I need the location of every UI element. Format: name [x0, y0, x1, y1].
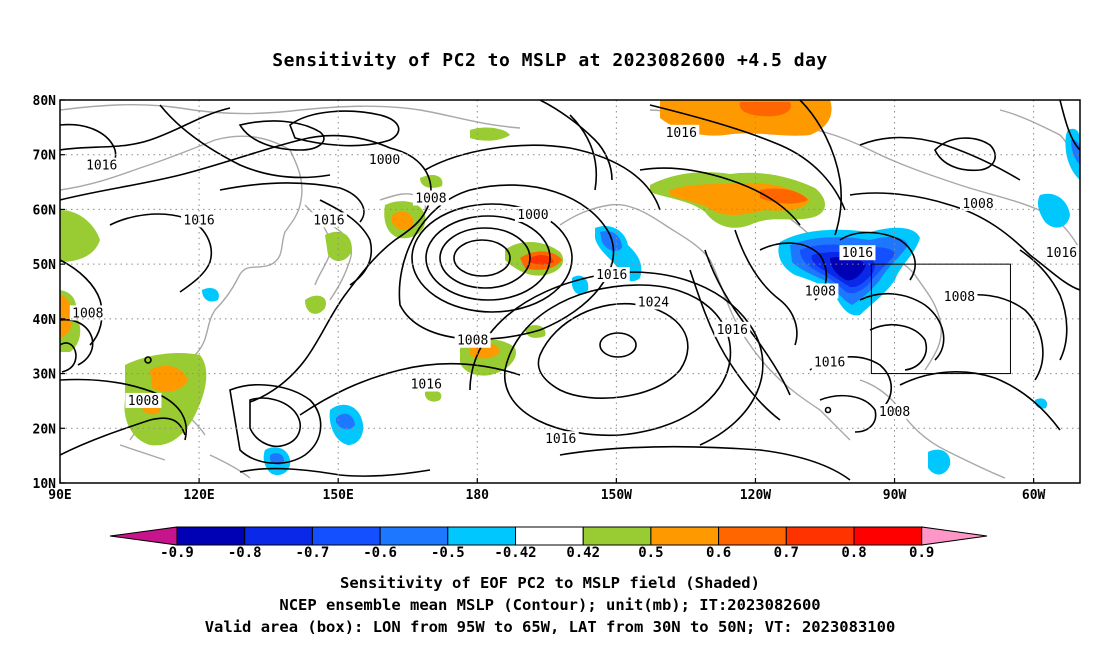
colorbar-label: 0.9 — [909, 545, 934, 561]
contour-label-bg — [811, 354, 848, 370]
contour-label: 1016 — [183, 213, 214, 228]
axis-labels: 90E 120E 150E 180 150W 120W 90W 60W 80N 70N 60N 50N… — [33, 94, 1046, 503]
contour-label-bg — [514, 206, 551, 222]
colorbar-swatch — [176, 526, 246, 546]
contour-label-bg — [454, 332, 491, 348]
contour-label: 1016 — [545, 432, 576, 447]
map-frame — [59, 99, 1081, 484]
colorbar-swatch — [785, 526, 855, 546]
contour-label-bg — [714, 321, 751, 337]
contour-label-bg — [181, 212, 218, 228]
lat-tick-label: 30N — [33, 368, 57, 383]
lon-tick-label: 90W — [883, 488, 907, 503]
colorbar-label: -0.5 — [431, 545, 465, 561]
caption-line-3: Valid area (box): LON from 95W to 65W, L… — [204, 618, 896, 636]
lon-tick-label: 150E — [323, 488, 354, 503]
contour-labels: 1016 1016 1008 1008 1016 1000 1008 1000 1016 1008… — [69, 124, 1080, 447]
colorbar-high-triangle — [921, 526, 988, 546]
contour-label: 1000 — [369, 153, 400, 168]
contour-label: 1008 — [457, 334, 488, 349]
contour-label: 1008 — [944, 290, 975, 305]
lon-tick-label: 150W — [601, 488, 632, 503]
colorbar-swatch — [244, 526, 313, 546]
colorbar-swatch — [582, 526, 652, 546]
lon-tick-label: 180 — [466, 488, 490, 503]
figure-caption: Sensitivity of EOF PC2 to MSLP field (Sh… — [0, 572, 1100, 638]
colorbar-swatch — [650, 526, 720, 546]
map-title: Sensitivity of PC2 to MSLP at 2023082600… — [272, 50, 828, 71]
contour-label-bg — [542, 431, 579, 447]
contour-label-bg — [635, 294, 672, 310]
contour-label-bg — [408, 376, 445, 392]
contour-label-bg — [83, 157, 120, 173]
colorbar-swatch — [379, 526, 449, 546]
contour-label: 1008 — [962, 197, 993, 212]
caption-line-1: Sensitivity of EOF PC2 to MSLP field (Sh… — [340, 574, 760, 592]
colorbar-label: 0.8 — [841, 545, 866, 561]
contour-label-bg — [366, 152, 403, 168]
colorbar-swatch — [718, 526, 787, 546]
map-panel: 1016 1016 1008 1008 1016 1000 1008 1000 1016 1008… — [59, 99, 1081, 484]
lon-tick-label: 120W — [740, 488, 771, 503]
contour-label-bg — [839, 245, 876, 261]
lat-tick-label: 10N — [33, 477, 57, 492]
contour-label: 1008 — [72, 306, 103, 321]
contour-label-bg — [802, 283, 839, 299]
contour-label-bg — [960, 195, 996, 211]
lat-tick-label: 20N — [33, 422, 57, 437]
contour-label: 1016 — [666, 126, 697, 141]
contour-label: 1008 — [415, 191, 446, 206]
colorbar: -0.9 -0.8 -0.7 -0.6 -0.5 -0.42 0.42 0.5 0.6 0.7 0.… — [109, 526, 988, 561]
lat-tick-label: 60N — [33, 203, 57, 218]
colorbar-swatch — [447, 526, 516, 546]
lat-tick-label: 70N — [33, 149, 57, 164]
contour-label: 1008 — [805, 285, 836, 300]
contour-label-bg — [663, 124, 700, 140]
colorbar-low-triangle — [109, 526, 178, 546]
contour-label: 1000 — [517, 208, 548, 223]
colorbar-swatch — [515, 526, 584, 546]
colorbar-label: -0.8 — [228, 545, 262, 561]
contour-label-bg — [69, 305, 106, 321]
contour-label: 1016 — [1046, 246, 1077, 261]
contour-label: 1016 — [596, 268, 627, 283]
colorbar-swatch — [311, 526, 381, 546]
colorbar-label: 0.6 — [706, 545, 731, 561]
valid-area-box — [870, 263, 1011, 375]
contour-label: 1016 — [842, 246, 873, 261]
colorbar-label: -0.7 — [296, 545, 330, 561]
contour-label-bg — [412, 190, 449, 206]
colorbar-label: -0.6 — [363, 545, 397, 561]
contour-label: 1016 — [411, 378, 442, 393]
contour-label-bg — [593, 267, 630, 283]
lat-tick-label: 80N — [33, 94, 57, 109]
colorbar-label: 0.42 — [566, 545, 600, 561]
colorbar-label: 0.5 — [638, 545, 663, 561]
contour-label-bg — [1043, 245, 1080, 261]
lat-tick-label: 40N — [33, 313, 57, 328]
contour-label-bg — [941, 288, 978, 304]
contour-label: 1024 — [638, 295, 669, 310]
contour-label-bg — [876, 403, 913, 419]
contour-label-bg — [125, 392, 162, 408]
grid-lines — [60, 100, 1080, 483]
contour-label: 1008 — [128, 394, 159, 409]
contour-label: 1016 — [814, 356, 845, 371]
contour-label: 1008 — [879, 405, 910, 420]
mslp-contours — [60, 100, 1080, 481]
contour-label: 1016 — [86, 159, 117, 174]
caption-line-2: NCEP ensemble mean MSLP (Contour); unit(… — [279, 596, 821, 614]
lon-tick-label: 120E — [183, 488, 214, 503]
colorbar-label: -0.9 — [160, 545, 194, 561]
contour-label: 1016 — [313, 213, 344, 228]
lon-tick-label: 90E — [48, 488, 71, 503]
contour-label: 1016 — [717, 323, 748, 338]
lat-tick-label: 50N — [33, 258, 57, 273]
colorbar-swatch — [853, 526, 923, 546]
colorbar-label: -0.42 — [494, 545, 536, 561]
lon-tick-label: 60W — [1022, 488, 1046, 503]
colorbar-label: 0.7 — [774, 545, 799, 561]
